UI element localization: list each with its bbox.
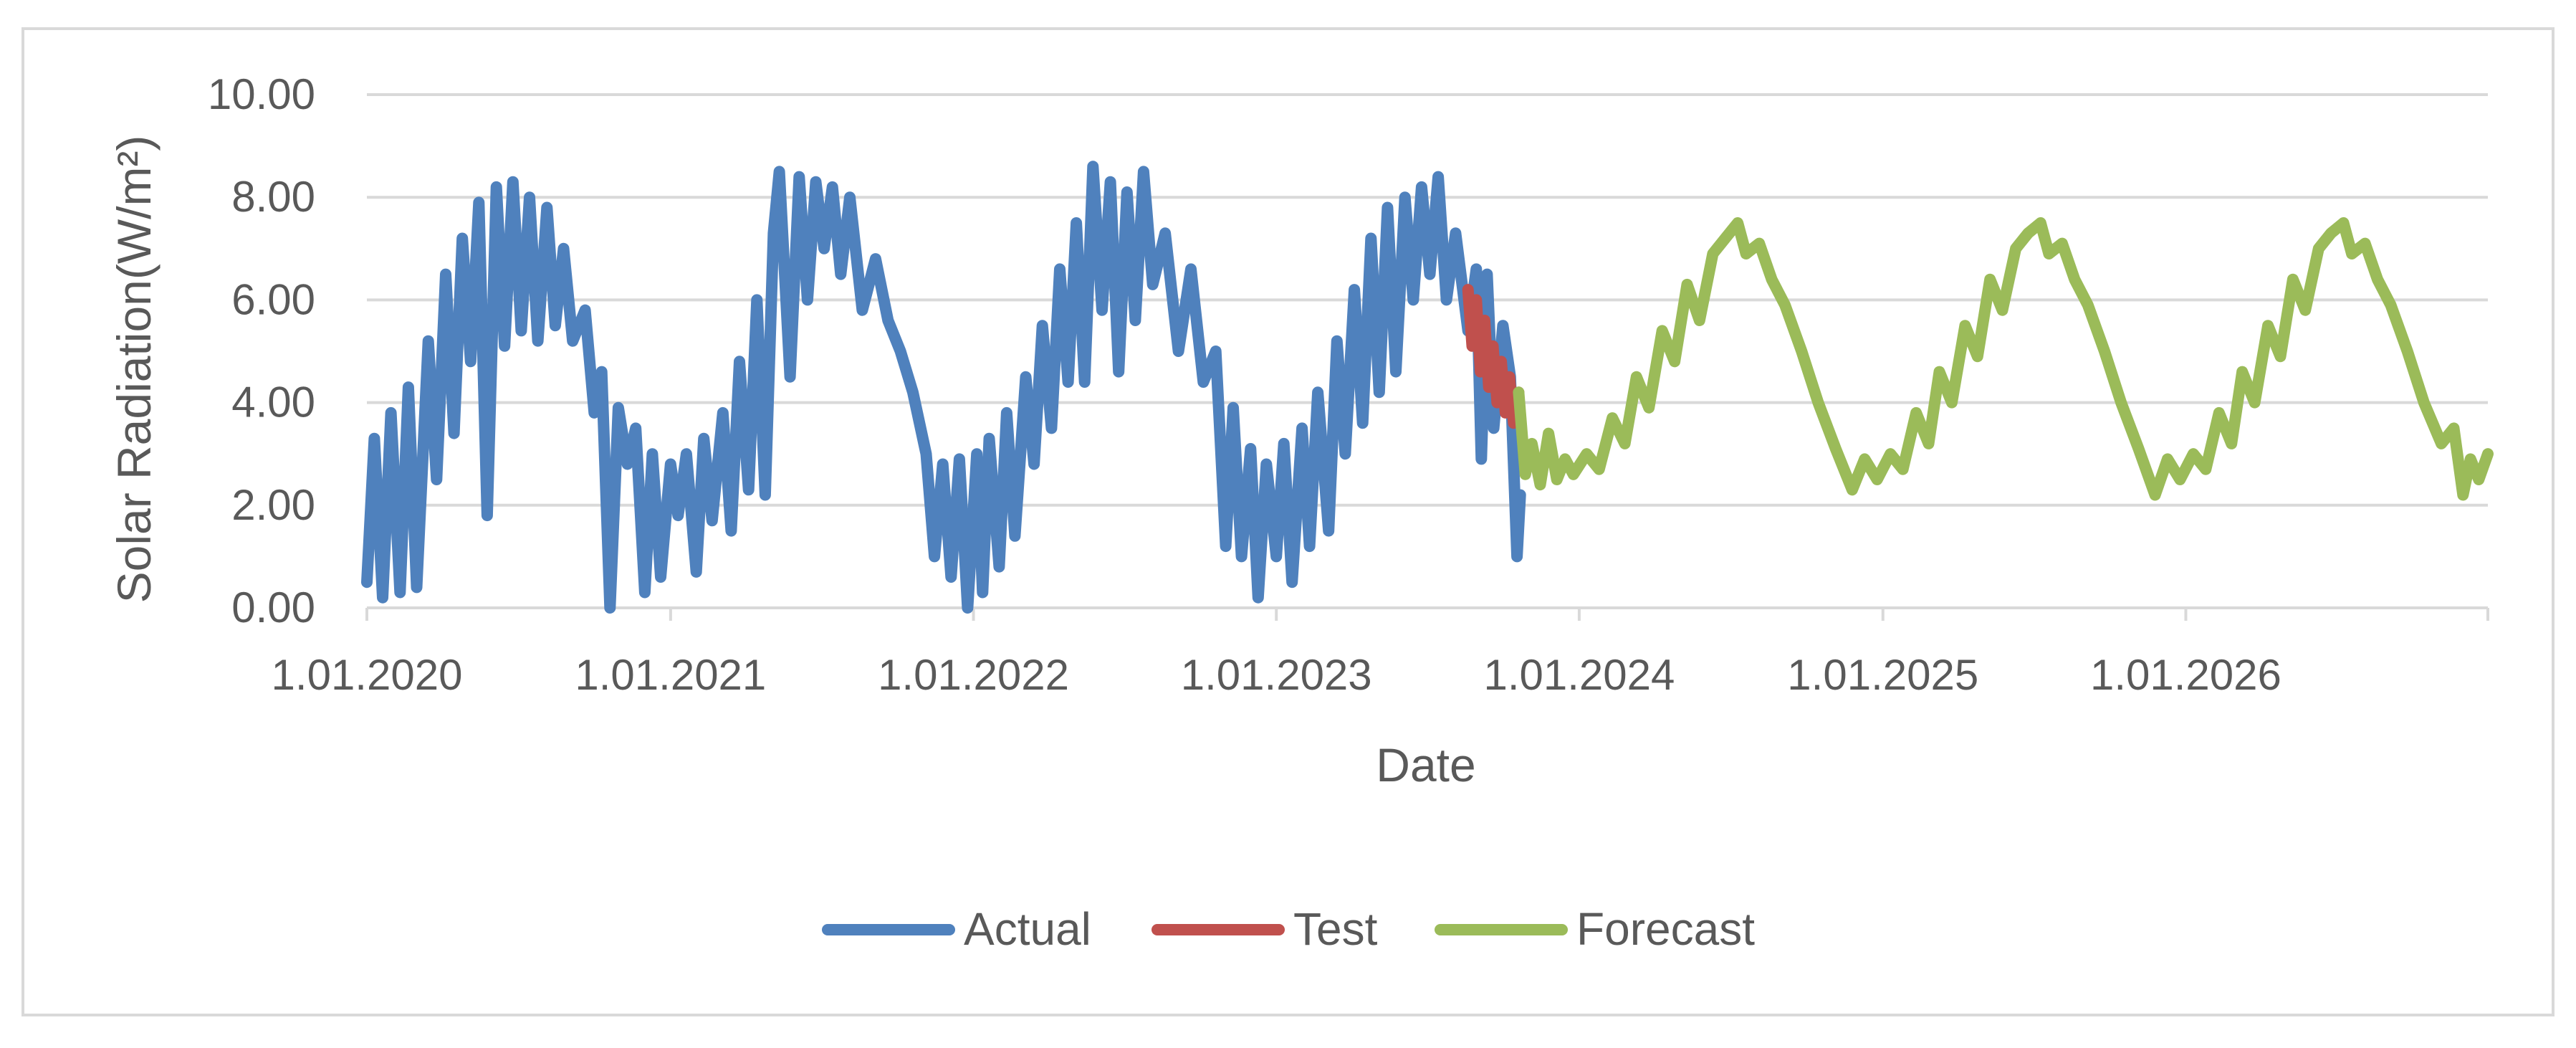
x-tick-label: 1.01.2023	[1181, 651, 1372, 699]
legend-label-test: Test	[1293, 903, 1378, 955]
x-tick-labels: 1.01.2020 1.01.2021 1.01.2022 1.01.2023 1.01…	[272, 651, 2281, 699]
y-tick-label: 8.00	[231, 173, 315, 221]
series-line-test	[1462, 284, 1525, 429]
series-lines	[361, 161, 2494, 614]
x-tick-label: 1.01.2024	[1483, 651, 1675, 699]
series-line-actual	[361, 161, 1526, 614]
gridlines	[367, 93, 2488, 507]
y-tick-label: 4.00	[231, 378, 315, 427]
x-tick-label: 1.01.2020	[272, 651, 463, 699]
y-tick-labels: 0.00 2.00 4.00 6.00 8.00 10.00	[208, 70, 315, 632]
axes	[365, 606, 2489, 621]
y-tick-label: 6.00	[231, 275, 315, 323]
x-tick-label: 1.01.2025	[1787, 651, 1978, 699]
y-tick-label: 0.00	[231, 583, 315, 632]
y-tick-label: 10.00	[208, 70, 315, 118]
x-tick-label: 1.01.2022	[878, 651, 1069, 699]
series-line-forecast	[1513, 217, 2494, 501]
y-tick-label: 2.00	[231, 481, 315, 529]
x-tick-label: 1.01.2021	[575, 651, 766, 699]
x-axis-title: Date	[1376, 738, 1475, 791]
y-axis-title: Solar Radiation(W/m²)	[107, 135, 161, 604]
x-tick-label: 1.01.2026	[2090, 651, 2281, 699]
legend-label-actual: Actual	[964, 903, 1091, 955]
legend: Actual Test Forecast	[822, 903, 1755, 955]
legend-label-forecast: Forecast	[1576, 903, 1755, 955]
